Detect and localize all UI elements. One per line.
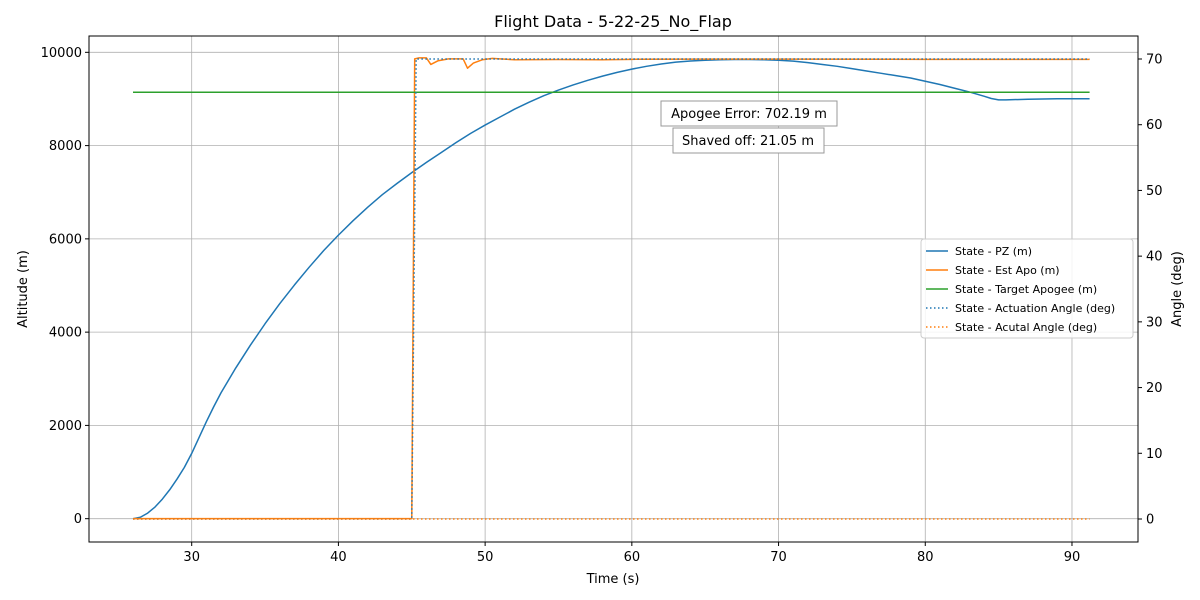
legend-item-label: State - Target Apogee (m)	[955, 283, 1097, 296]
y-axis-ticks: 0 2000 4000 6000 8000 10000	[41, 46, 89, 527]
x-tick-label: 40	[330, 550, 347, 565]
y2-tick-label: 60	[1146, 118, 1163, 133]
x-tick-label: 90	[1064, 550, 1081, 565]
chart-title: Flight Data - 5-22-25_No_Flap	[494, 12, 732, 32]
y-tick-label: 6000	[49, 232, 82, 247]
x-tick-label: 70	[770, 550, 787, 565]
axes-frame	[88, 35, 1139, 543]
y2-axis-label: Angle (deg)	[1170, 251, 1185, 327]
y-tick-label: 8000	[49, 139, 82, 154]
y2-tick-label: 50	[1146, 184, 1163, 199]
apogee-error-annotation: Apogee Error: 702.19 m	[660, 100, 838, 127]
apogee-error-text: Apogee Error: 702.19 m	[671, 107, 827, 122]
y2-axis-ticks: 0 10 20 30 40 50 60 70	[1138, 53, 1163, 528]
y2-tick-label: 20	[1146, 381, 1163, 396]
y-axis-label: Altitude (m)	[16, 250, 31, 328]
x-tick-label: 60	[624, 550, 641, 565]
y-tick-label: 2000	[49, 419, 82, 434]
shaved-off-box	[672, 127, 825, 154]
y2-tick-label: 30	[1146, 315, 1163, 330]
y2-tick-label: 0	[1146, 513, 1154, 528]
y-tick-label: 0	[74, 512, 82, 527]
legend-item-label: State - Actuation Angle (deg)	[955, 302, 1115, 315]
shaved-off-annotation: Shaved off: 21.05 m	[672, 127, 825, 154]
x-tick-label: 30	[183, 550, 200, 565]
series-line-state-actuation-angle	[133, 58, 1090, 520]
legend: State - PZ (m) State - Est Apo (m) State -…	[920, 238, 1134, 339]
plot-lines	[132, 57, 1090, 520]
x-axis-ticks: 30 40 50 60 70 80 90	[183, 542, 1080, 565]
x-tick-label: 50	[477, 550, 494, 565]
legend-item-label: State - Acutal Angle (deg)	[955, 321, 1097, 334]
legend-item-label: State - PZ (m)	[955, 245, 1032, 258]
apogee-error-box	[660, 100, 838, 127]
legend-box	[920, 238, 1134, 339]
series-line-state-pz	[132, 58, 1090, 520]
y-tick-label: 4000	[49, 326, 82, 341]
y2-tick-label: 70	[1146, 53, 1163, 68]
y2-tick-label: 10	[1146, 447, 1163, 462]
series-line-state-est-apo	[133, 57, 1090, 520]
y2-tick-label: 40	[1146, 250, 1163, 265]
y-tick-label: 10000	[41, 46, 82, 61]
x-axis-label: Time (s)	[586, 572, 640, 587]
legend-item-label: State - Est Apo (m)	[955, 264, 1060, 277]
shaved-off-text: Shaved off: 21.05 m	[682, 134, 814, 149]
x-tick-label: 80	[917, 550, 934, 565]
